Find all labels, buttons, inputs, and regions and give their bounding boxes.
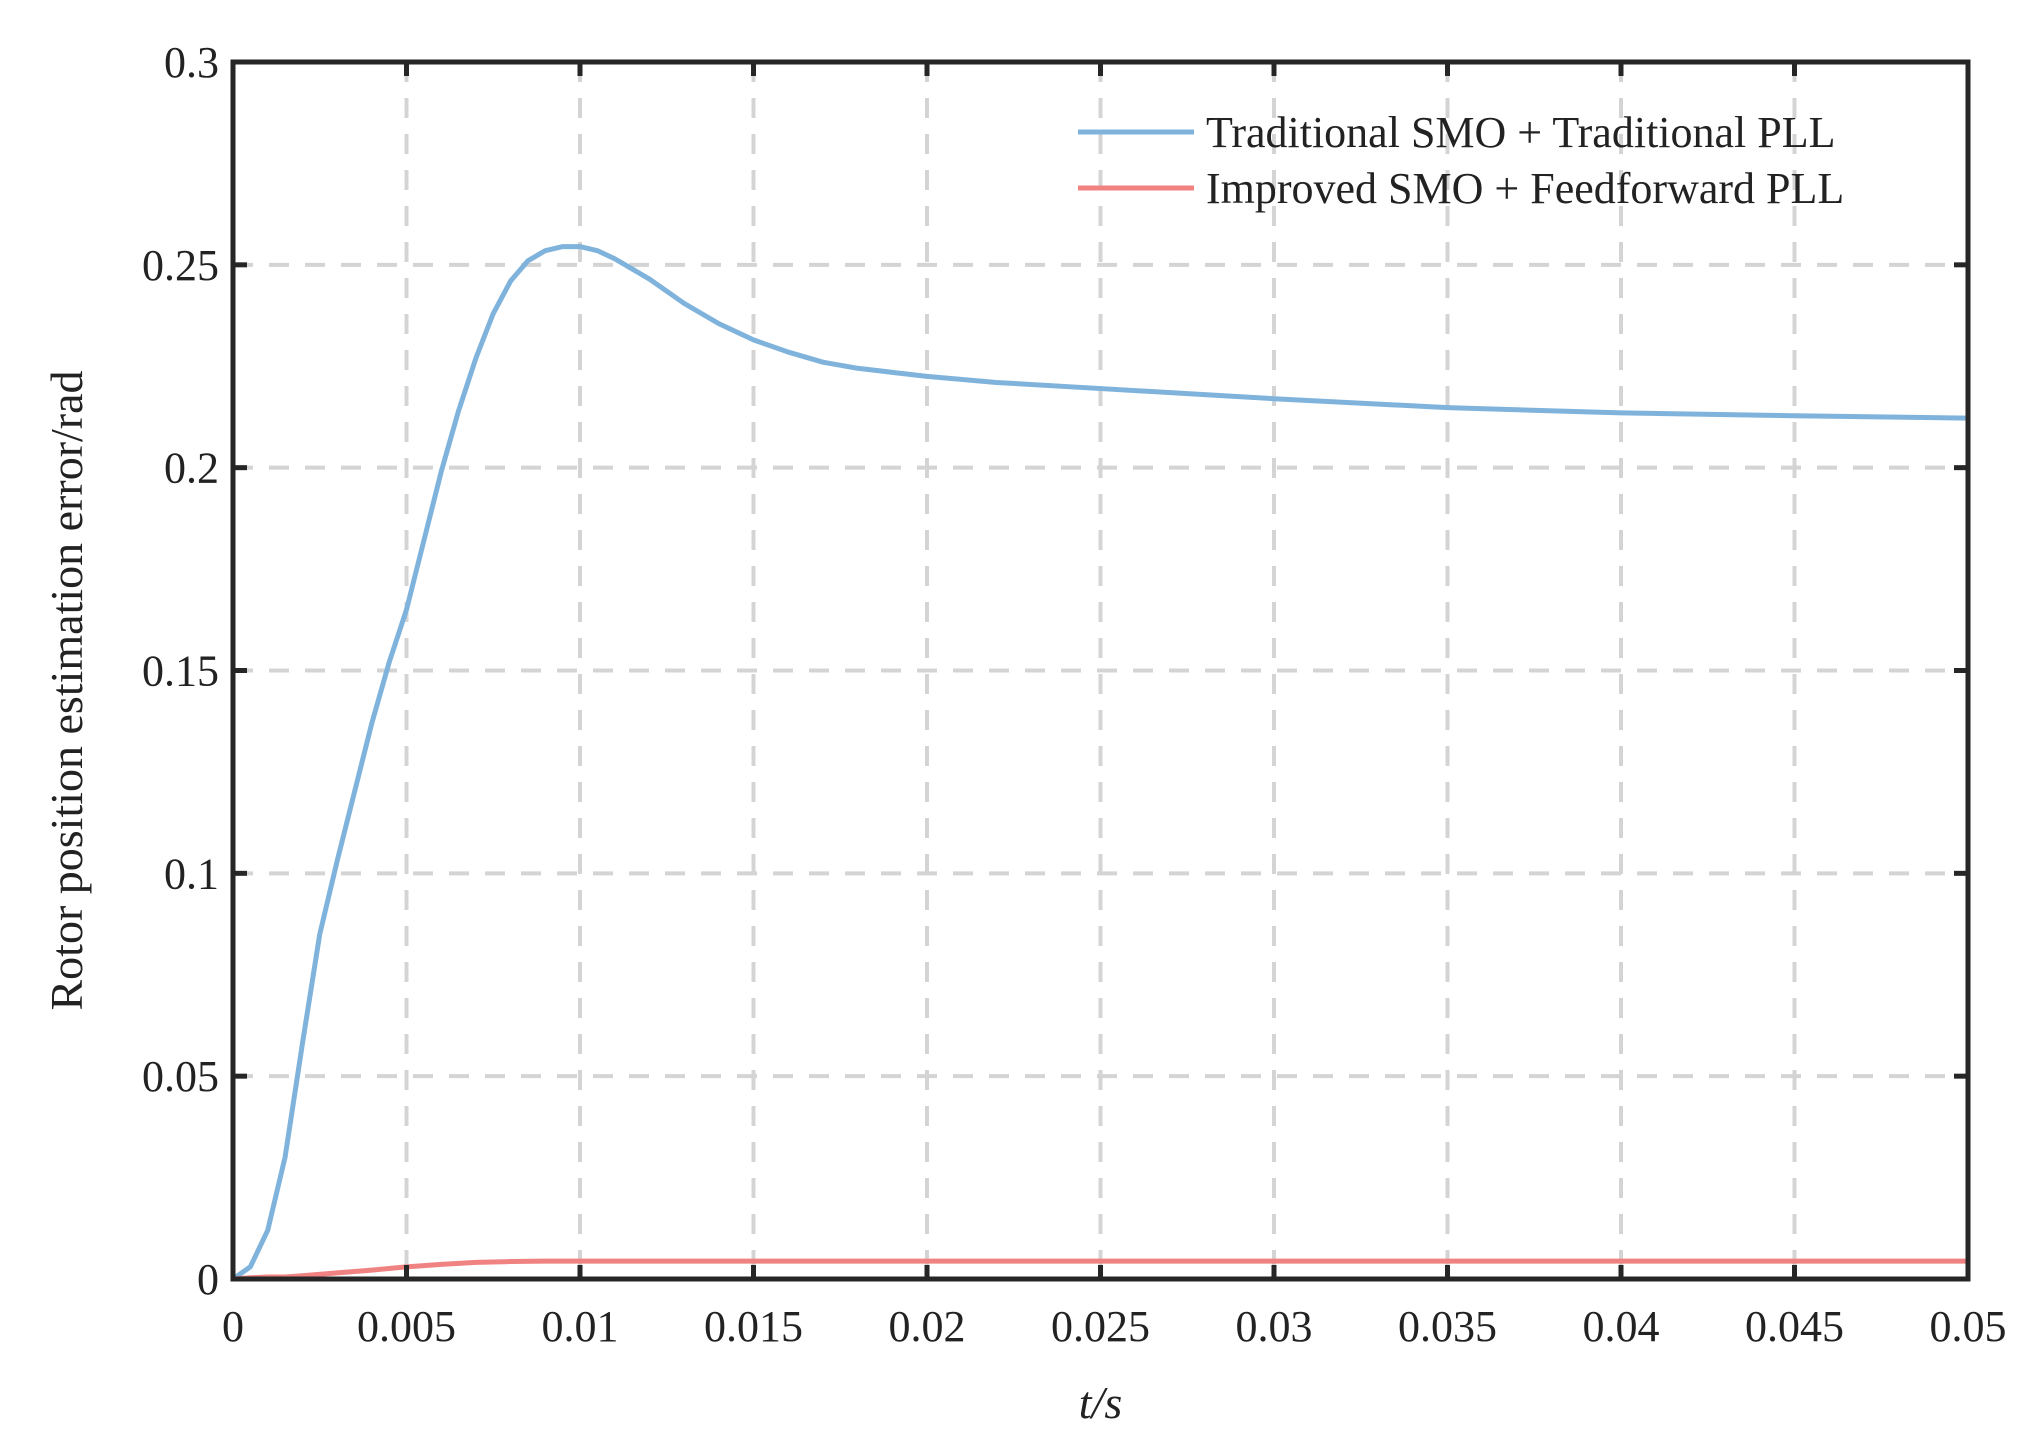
x-tick-label: 0.05 <box>1930 1302 2007 1351</box>
x-tick-label: 0.005 <box>357 1302 456 1351</box>
legend-label-traditional: Traditional SMO + Traditional PLL <box>1206 108 1836 157</box>
y-tick-label: 0.15 <box>142 647 219 696</box>
y-tick-label: 0 <box>197 1255 219 1304</box>
y-tick-label: 0.3 <box>164 38 219 87</box>
grid <box>233 62 1968 1279</box>
x-tick-label: 0.045 <box>1745 1302 1844 1351</box>
x-tick-label: 0.03 <box>1236 1302 1313 1351</box>
ticks <box>230 59 1971 1282</box>
y-tick-label: 0.2 <box>164 444 219 493</box>
x-tick-label: 0.04 <box>1583 1302 1660 1351</box>
legend-label-improved: Improved SMO + Feedforward PLL <box>1206 164 1844 213</box>
y-axis-label: Rotor position estimation error/rad <box>41 370 92 1010</box>
x-tick-label: 0.025 <box>1051 1302 1150 1351</box>
y-tick-label: 0.05 <box>142 1052 219 1101</box>
x-tick-label: 0.035 <box>1398 1302 1497 1351</box>
x-tick-label: 0.01 <box>542 1302 619 1351</box>
y-tick-label: 0.25 <box>142 241 219 290</box>
x-tick-label: 0.015 <box>704 1302 803 1351</box>
legend: Traditional SMO + Traditional PLL Improv… <box>1078 108 1844 213</box>
series-line-traditional <box>230 244 1971 1282</box>
x-tick-label: 0.02 <box>889 1302 966 1351</box>
tick-labels: 0 0.005 0.01 0.015 0.02 0.025 0.03 0.035 0.04 0.0… <box>142 38 2007 1351</box>
x-axis-label: t/s <box>1079 1377 1122 1428</box>
x-tick-label: 0 <box>222 1302 244 1351</box>
y-tick-label: 0.1 <box>164 849 219 898</box>
